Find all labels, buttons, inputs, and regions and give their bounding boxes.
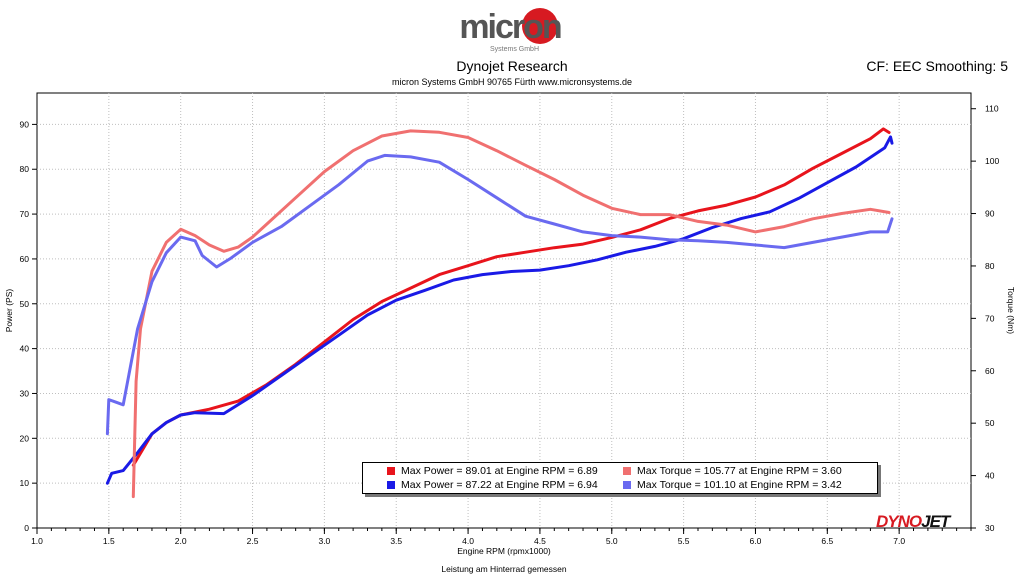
legend-swatch [387,481,395,489]
y2-tick-label: 70 [985,313,995,323]
x-tick-label: 4.5 [534,536,546,546]
y2-tick-label: 30 [985,523,995,533]
x-tick-label: 6.5 [821,536,833,546]
footer-caption: Leistung am Hinterrad gemessen [441,564,566,574]
torque-line-2 [105,153,894,436]
power-line-1 [131,127,891,467]
x-tick-label: 3.5 [390,536,402,546]
x-tick-label: 5.5 [678,536,690,546]
legend-item: Max Torque = 101.10 at Engine RPM = 3.42 [623,478,842,492]
legend-label: Max Power = 89.01 at Engine RPM = 6.89 [401,465,598,477]
y2-tick-label: 100 [985,156,999,166]
y2-tick-label: 90 [985,209,995,219]
x-tick-label: 7.0 [893,536,905,546]
x-tick-label: 1.5 [103,536,115,546]
y2-tick-label: 60 [985,366,995,376]
x-tick-label: 3.0 [318,536,330,546]
legend-label: Max Torque = 105.77 at Engine RPM = 3.60 [637,465,842,477]
micron-logo: micron Systems GmbH [459,8,563,53]
y2-tick-label: 110 [985,104,999,114]
y2-tick-label: 50 [985,418,995,428]
legend-swatch [387,467,395,475]
cf-smoothing-label: CF: EEC Smoothing: 5 [866,58,1008,74]
x-tick-label: 6.0 [750,536,762,546]
dynojet-logo: DYNOJET [876,512,950,531]
legend-item: Max Torque = 105.77 at Engine RPM = 3.60 [623,464,842,478]
x-tick-label: 4.0 [462,536,474,546]
y-tick-label: 50 [20,299,30,309]
y2-tick-label: 40 [985,471,995,481]
y-tick-label: 20 [20,433,30,443]
svg-text:Systems GmbH: Systems GmbH [490,46,539,53]
legend-item: Max Power = 87.22 at Engine RPM = 6.94 [387,478,598,492]
y-tick-label: 70 [20,209,30,219]
chart-subtitle: micron Systems GmbH 90765 Fürth www.micr… [391,77,633,87]
y2-axis-label: Torque (Nm) [1006,287,1016,334]
svg-text:micron: micron [459,8,561,46]
x-tick-label: 5.0 [606,536,618,546]
y-axis-label: Power (PS) [4,289,14,333]
x-tick-label: 1.0 [31,536,43,546]
y-tick-label: 60 [20,254,30,264]
x-tick-label: 2.5 [247,536,259,546]
x-axis-label: Engine RPM (rpmx1000) [457,546,551,556]
legend-label: Max Power = 87.22 at Engine RPM = 6.94 [401,479,598,491]
legend-label: Max Torque = 101.10 at Engine RPM = 3.42 [637,479,842,491]
x-tick-label: 2.0 [175,536,187,546]
legend-item: Max Power = 89.01 at Engine RPM = 6.89 [387,464,598,478]
y2-tick-label: 80 [985,261,995,271]
y-tick-label: 10 [20,478,30,488]
y-tick-label: 80 [20,164,30,174]
legend-swatch [623,481,631,489]
y-tick-label: 30 [20,388,30,398]
chart-legend: Max Power = 89.01 at Engine RPM = 6.89 M… [362,462,878,494]
y-tick-label: 0 [24,523,29,533]
chart-title: Dynojet Research [456,58,568,74]
y-tick-label: 90 [20,119,30,129]
y-tick-label: 40 [20,344,30,354]
legend-swatch [623,467,631,475]
power-line-2 [105,135,894,485]
torque-line-1 [131,129,891,499]
